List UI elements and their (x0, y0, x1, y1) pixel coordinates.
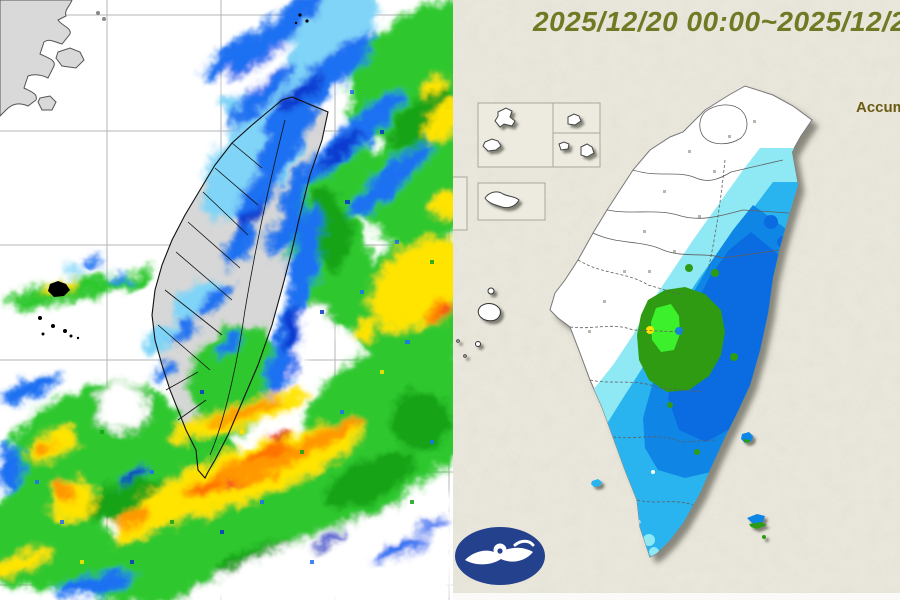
rainfall-map-svg (453, 0, 900, 600)
cwa-logo (455, 527, 545, 585)
date-title: 2025/12/20 00:00~2025/12/20 0 (533, 6, 900, 37)
kinmen-inset-box (477, 182, 546, 221)
penghu-islands (456, 287, 501, 358)
green-island (741, 432, 753, 443)
orchid-island (747, 514, 767, 539)
liuqiu-island (591, 479, 602, 487)
china-coastline (0, 0, 106, 117)
offshore-islets-left (38, 13, 309, 340)
echo-speckles (35, 90, 434, 564)
rainfall-panel: 2025/12/20 00:00~2025/12/20 0 Accumu (453, 0, 900, 600)
bottom-strip (453, 593, 900, 600)
radar-map-svg (0, 0, 453, 600)
accumulated-label: Accumu (856, 99, 900, 116)
radar-echoes (0, 0, 453, 600)
county-borders-right (569, 104, 790, 506)
edge-inset-box (453, 176, 468, 231)
taiwan-borders-left (151, 96, 329, 479)
matsu-inset-box (477, 102, 601, 168)
radar-panel (0, 0, 453, 600)
